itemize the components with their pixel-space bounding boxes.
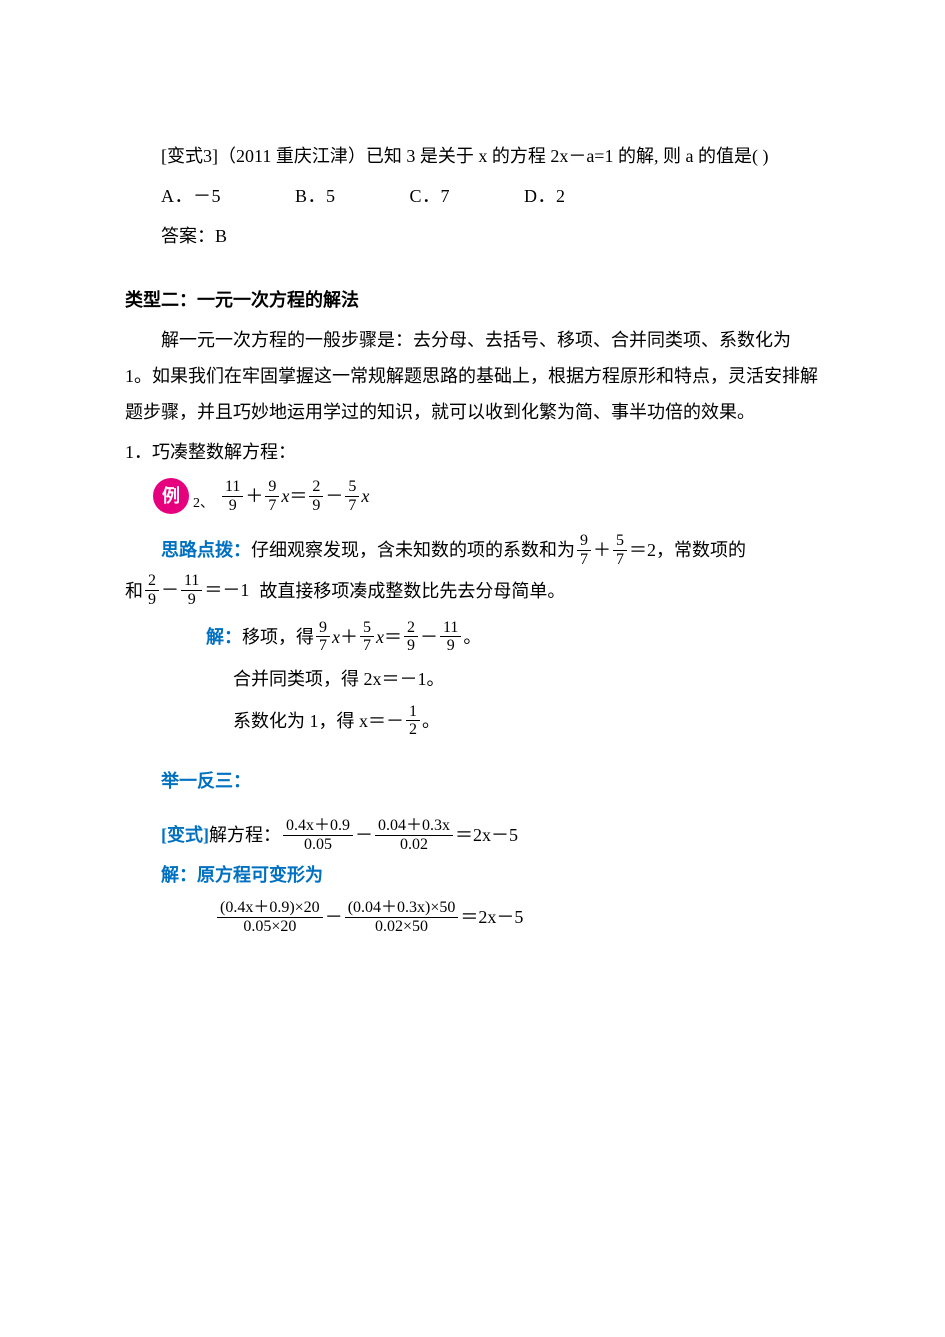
period: 。 [422, 703, 440, 739]
frac-den: 7 [265, 497, 279, 515]
variable-x: x [361, 478, 369, 514]
frac-den: 0.05 [283, 836, 353, 854]
frac-num: 9 [265, 478, 279, 497]
equals-sign: ＝ [384, 619, 402, 655]
equation-1: 119 ＋ 97 x ＝ 29 － 57 x [220, 478, 369, 514]
hint-post: 故直接移项凑成整数比先去分母简单。 [259, 573, 565, 609]
hint-line-2: 和 29 － 119 ＝ －1 故直接移项凑成整数比先去分母简单。 [125, 572, 820, 608]
variant-tag: [变式] [161, 825, 209, 845]
subtopic-title: 1．巧凑整数解方程： [125, 434, 820, 470]
solution-step-3: 系数化为 1，得 x＝－ 12 。 [233, 703, 820, 739]
solution2-label: 解：原方程可变形为 [125, 857, 820, 893]
hint-text: 思路点拨：仔细观察发现，含未知数的项的系数和为 [125, 532, 575, 568]
frac-den: 7 [613, 551, 627, 569]
section-title: 类型二：一元一次方程的解法 [125, 282, 820, 318]
frac-num: 5 [613, 532, 627, 551]
rhs-text: ＝2x－5 [460, 899, 523, 935]
hint-label: 思路点拨： [161, 540, 251, 560]
variant-problem: [变式]解方程： 0.4x＋0.90.05 － 0.04＋0.3x0.02 ＝2… [125, 817, 820, 853]
minus-sign: － [355, 817, 373, 853]
hint-equation-1: 97 ＋ 57 ＝ 2 [575, 532, 656, 568]
plus-sign: ＋ [245, 478, 263, 514]
frac-num: 5 [360, 619, 374, 638]
frac-den: 2 [406, 721, 420, 739]
solution-step-1: 解：移项，得 97 x ＋ 57 x ＝ 29 － 119 。 [206, 619, 820, 655]
result-value: －1 [222, 572, 249, 608]
solution2-label-text: 解：原方程可变形为 [161, 865, 323, 885]
frac-num: 11 [440, 619, 461, 638]
variable-x: x [376, 619, 384, 655]
minus-sign: － [161, 572, 179, 608]
variant-label-text: [变式]解方程： [125, 817, 281, 853]
frac-den: 0.02×50 [345, 918, 459, 936]
frac-num: 2 [309, 478, 323, 497]
frac-num: 0.04＋0.3x [375, 817, 453, 836]
frac-den: 7 [577, 551, 591, 569]
frac-den: 9 [181, 591, 202, 609]
question-options: A．－5 B．5 C．7 D．2 [125, 178, 820, 214]
frac-num: 2 [404, 619, 418, 638]
frac-den: 0.02 [375, 836, 453, 854]
result-value: 2 [647, 532, 656, 568]
frac-num: 11 [222, 478, 243, 497]
question-answer: 答案：B [125, 218, 820, 254]
frac-den: 9 [309, 497, 323, 515]
transformed-equation: (0.4x＋0.9)×200.05×20 － (0.04＋0.3x)×500.0… [215, 899, 820, 935]
frac-num: (0.4x＋0.9)×20 [217, 899, 323, 918]
frac-num: 9 [577, 532, 591, 551]
example-badge: 例 [153, 478, 189, 514]
frac-den: 9 [440, 637, 461, 655]
frac-num: 2 [145, 572, 159, 591]
question-prompt: [变式3]（2011 重庆江津）已知 3 是关于 x 的方程 2x－a=1 的解… [125, 138, 820, 174]
frac-den: 9 [222, 497, 243, 515]
frac-den: 7 [316, 637, 330, 655]
example-row: 例 2、 119 ＋ 97 x ＝ 29 － 57 x [153, 478, 820, 514]
solution-step-2: 合并同类项，得 2x＝－1。 [233, 661, 820, 697]
frac-den: 0.05×20 [217, 918, 323, 936]
frac-den: 7 [345, 497, 359, 515]
frac-num: 1 [406, 703, 420, 722]
equals-sign: ＝ [289, 478, 307, 514]
variable-x: x [332, 619, 340, 655]
example-number: 2、 [193, 490, 214, 518]
minus-sign: － [325, 478, 343, 514]
frac-den: 7 [360, 637, 374, 655]
frac-den: 9 [145, 591, 159, 609]
more-examples-title: 举一反三： [125, 763, 820, 799]
minus-sign: － [325, 899, 343, 935]
plus-sign: ＋ [593, 532, 611, 568]
variable-x: x [281, 478, 289, 514]
equals-sign: ＝ [204, 572, 222, 608]
plus-sign: ＋ [340, 619, 358, 655]
solution-label: 解： [206, 627, 242, 647]
step-text: 移项，得 [242, 627, 314, 647]
frac-num: 11 [181, 572, 202, 591]
rhs-text: ＝2x－5 [455, 817, 518, 853]
hint-line-1: 思路点拨：仔细观察发现，含未知数的项的系数和为 97 ＋ 57 ＝ 2 ，常数项… [125, 532, 820, 568]
section-paragraph: 解一元一次方程的一般步骤是：去分母、去括号、移项、合并同类项、系数化为 1。如果… [125, 322, 820, 430]
hint-tail: ，常数项的 [656, 532, 746, 568]
variant-text: 解方程： [209, 825, 281, 845]
frac-num: 0.4x＋0.9 [283, 817, 353, 836]
minus-sign: － [420, 619, 438, 655]
equals-sign: ＝ [629, 532, 647, 568]
frac-num: 9 [316, 619, 330, 638]
step1-equation: 97 x ＋ 57 x ＝ 29 － 119 [314, 619, 463, 655]
frac-den: 9 [404, 637, 418, 655]
step3-text: 系数化为 1，得 x＝－ [233, 703, 404, 739]
document-page: [变式3]（2011 重庆江津）已知 3 是关于 x 的方程 2x－a=1 的解… [0, 0, 945, 1021]
hint-body: 仔细观察发现，含未知数的项的系数和为 [251, 540, 575, 560]
hint-pre: 和 [125, 573, 143, 609]
frac-num: 5 [345, 478, 359, 497]
hint-equation-2: 29 － 119 ＝ －1 [143, 572, 249, 608]
variant-equation: 0.4x＋0.90.05 － 0.04＋0.3x0.02 [281, 817, 455, 853]
frac-num: (0.04＋0.3x)×50 [345, 899, 459, 918]
period: 。 [463, 619, 481, 655]
